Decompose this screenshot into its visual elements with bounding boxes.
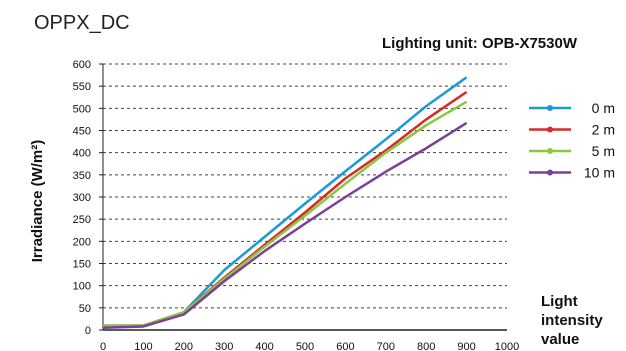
x-tick-label: 900 bbox=[457, 341, 475, 351]
legend: 0 m 2 m 5 m 10 m bbox=[529, 100, 615, 181]
legend-label: 2 m bbox=[592, 122, 615, 138]
y-tick-label: 550 bbox=[73, 81, 91, 93]
page-title: OPPX_DC bbox=[34, 12, 130, 34]
legend-swatch-marker bbox=[547, 169, 553, 176]
series-line bbox=[103, 90, 468, 327]
y-tick-label: 450 bbox=[73, 126, 91, 138]
x-tick-label: 1000 bbox=[495, 341, 519, 351]
y-tick-label: 0 bbox=[85, 325, 91, 337]
x-tick-label: 500 bbox=[296, 341, 314, 351]
y-tick-label: 250 bbox=[73, 214, 91, 226]
x-tick-label: 600 bbox=[336, 341, 354, 351]
legend-label: 10 m bbox=[584, 165, 615, 181]
x-tick-label: 200 bbox=[175, 341, 193, 351]
x-tick-label: 100 bbox=[134, 341, 152, 351]
y-tick-label: 150 bbox=[73, 259, 91, 271]
legend-swatch-marker bbox=[547, 148, 553, 154]
series-line bbox=[102, 121, 468, 330]
x-axis-label-line: Light bbox=[541, 293, 578, 310]
y-tick-label: 500 bbox=[73, 103, 91, 115]
x-tick-label: 0 bbox=[100, 341, 106, 351]
x-axis-label-line: intensity bbox=[541, 312, 603, 329]
x-tick-label: 400 bbox=[255, 341, 273, 351]
legend-label: 5 m bbox=[592, 143, 615, 159]
y-tick-label: 350 bbox=[73, 170, 91, 182]
y-tick-label: 600 bbox=[73, 59, 91, 71]
x-tick-labels: 0 100 200 300 400 500 600 700 800 900 1000 bbox=[100, 341, 519, 351]
y-axis-label: Irradiance (W/m²) bbox=[29, 140, 46, 263]
chart-subtitle: Lighting unit: OPB-X7530W bbox=[382, 35, 577, 52]
series-lines bbox=[102, 76, 468, 330]
series-line bbox=[103, 76, 468, 327]
legend-label: 0 m bbox=[592, 100, 615, 116]
x-axis-label: Light intensity value bbox=[541, 292, 625, 349]
x-tick-label: 300 bbox=[215, 341, 233, 351]
y-tick-label: 100 bbox=[73, 281, 91, 293]
series-line bbox=[103, 100, 468, 327]
x-tick-label: 800 bbox=[417, 341, 435, 351]
legend-swatch-marker bbox=[547, 126, 553, 133]
y-tick-label: 200 bbox=[73, 236, 91, 248]
x-axis-label-line: value bbox=[541, 331, 580, 348]
grid-lines bbox=[103, 63, 507, 309]
x-tick-label: 700 bbox=[377, 341, 395, 351]
y-tick-label: 50 bbox=[79, 303, 91, 315]
y-tick-labels: 0 50 100 150 200 250 300 350 400 450 500 550 600 bbox=[73, 59, 103, 337]
y-tick-label: 300 bbox=[73, 192, 91, 204]
legend-swatch-marker bbox=[547, 105, 553, 111]
y-tick-label: 400 bbox=[73, 148, 91, 160]
